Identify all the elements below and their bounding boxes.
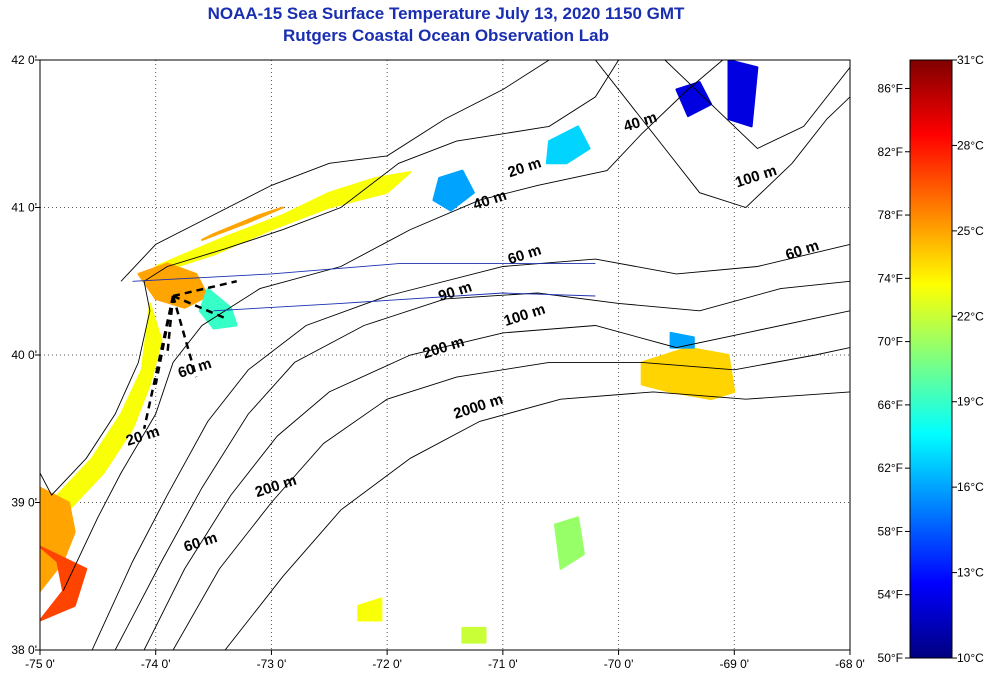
longitude-axis: -75 0' -74 0' -73 0' -72 0' -71 0' -70 0' -69 … xyxy=(25,650,865,671)
contour-line xyxy=(120,60,550,282)
track-dashed-line xyxy=(171,295,198,378)
contour-line xyxy=(91,243,850,650)
fahrenheit-tick-label: 78°F xyxy=(878,208,903,222)
lon-tick-label: -71 0' xyxy=(488,657,518,671)
celsius-tick-label: 31°C xyxy=(957,53,984,67)
fahrenheit-tick-label: 58°F xyxy=(878,524,903,538)
sst-patch-cape-cod xyxy=(545,125,591,165)
sst-patch-offshore-2 xyxy=(357,597,383,622)
sst-patch-gom-cold-2 xyxy=(727,60,759,128)
sst-patch-offshore-1 xyxy=(553,516,585,570)
sst-patch-offshore-3 xyxy=(461,626,487,644)
sst-patches xyxy=(40,60,759,644)
contour-line xyxy=(143,310,850,650)
lon-tick-label: -69 0' xyxy=(719,657,749,671)
lon-tick-label: -70 0' xyxy=(604,657,634,671)
colorbar-ticks: 31°C 28°C 25°C 22°C 19°C 16°C 13°C 10°C 86°F 82°F… xyxy=(878,53,985,665)
sst-patch-li-sound xyxy=(154,171,412,271)
sst-patch-li-sound-warm xyxy=(201,206,284,241)
celsius-tick-label: 16°C xyxy=(957,480,984,494)
lon-tick-label: -74 0' xyxy=(141,657,171,671)
lat-tick-label: 40 0' xyxy=(11,348,37,362)
celsius-tick-label: 22°C xyxy=(957,309,984,323)
chart-title: NOAA-15 Sea Surface Temperature July 13,… xyxy=(207,4,685,23)
fahrenheit-tick-label: 70°F xyxy=(878,335,903,349)
lat-tick-label: 42 0' xyxy=(11,53,37,67)
celsius-tick-label: 10°C xyxy=(957,651,984,665)
bathymetry-contours xyxy=(40,60,850,650)
contour-line xyxy=(595,60,850,209)
celsius-tick-label: 25°C xyxy=(957,224,984,238)
fahrenheit-tick-label: 54°F xyxy=(878,588,903,602)
sst-patch-ri-sound xyxy=(432,169,475,212)
track-dashed-line xyxy=(166,295,175,356)
latitude-axis: 42 0' 41 0' 40 0' 39 0' 38 0' xyxy=(11,53,40,657)
track-dashed-line xyxy=(172,294,226,320)
contour-line xyxy=(62,60,723,592)
track-dashed-line xyxy=(172,280,237,298)
contour-line xyxy=(664,60,850,150)
sst-patch-de-coast-hot xyxy=(40,545,88,622)
fahrenheit-tick-label: 74°F xyxy=(878,271,903,285)
lon-tick-label: -68 0' xyxy=(835,657,865,671)
transect-line xyxy=(213,292,596,312)
sst-patch-slope-cool xyxy=(669,331,695,349)
lat-tick-label: 41 0' xyxy=(11,201,37,215)
contour-line xyxy=(114,280,850,650)
celsius-tick-label: 28°C xyxy=(957,138,984,152)
track-dashed-line xyxy=(142,295,175,430)
colorbar xyxy=(909,59,953,659)
celsius-tick-label: 19°C xyxy=(957,395,984,409)
contour-line xyxy=(40,60,619,496)
lon-tick-label: -72 0' xyxy=(372,657,402,671)
contour-line xyxy=(224,391,850,650)
lat-tick-label: 39 0' xyxy=(11,496,37,510)
chart-subtitle: Rutgers Coastal Ocean Observation Lab xyxy=(283,26,609,45)
fahrenheit-tick-label: 62°F xyxy=(878,461,903,475)
contour-line xyxy=(172,347,850,650)
sst-patch-slope-warm xyxy=(640,346,736,401)
celsius-tick-label: 13°C xyxy=(957,566,984,580)
lon-tick-label: -73 0' xyxy=(257,657,287,671)
lat-tick-label: 38 0' xyxy=(11,643,37,657)
fahrenheit-tick-label: 66°F xyxy=(878,398,903,412)
fahrenheit-tick-label: 82°F xyxy=(878,145,903,159)
transect-line xyxy=(132,263,596,282)
lon-tick-label: -75 0' xyxy=(25,657,55,671)
fahrenheit-tick-label: 86°F xyxy=(878,81,903,95)
fahrenheit-tick-label: 50°F xyxy=(878,651,903,665)
